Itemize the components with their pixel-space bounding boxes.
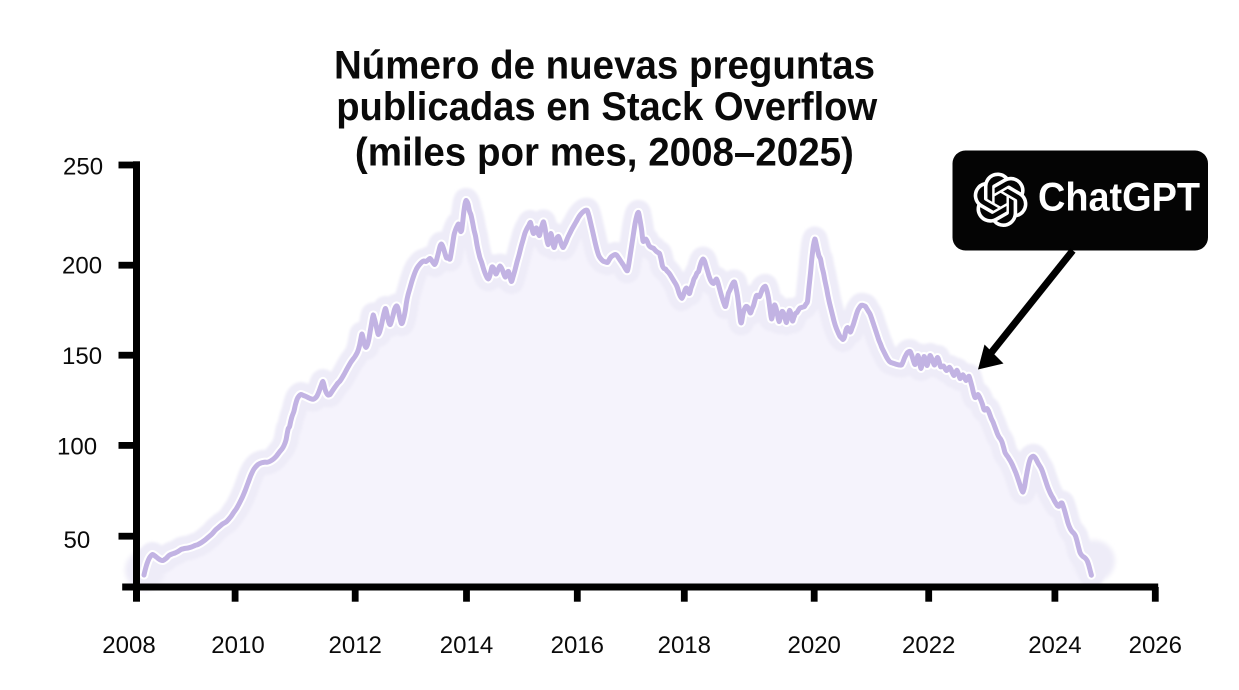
svg-text:2022: 2022: [902, 632, 955, 659]
svg-text:2020: 2020: [788, 632, 841, 659]
svg-text:2024: 2024: [1028, 632, 1081, 659]
svg-text:200: 200: [62, 253, 102, 280]
svg-text:Número de nuevas preguntas: Número de nuevas preguntas: [334, 43, 875, 87]
svg-text:250: 250: [63, 153, 103, 180]
svg-text:2008: 2008: [102, 632, 155, 659]
svg-text:2016: 2016: [551, 632, 604, 659]
svg-text:100: 100: [57, 434, 97, 461]
svg-text:2010: 2010: [211, 632, 264, 659]
svg-text:ChatGPT: ChatGPT: [1038, 176, 1200, 220]
svg-text:2014: 2014: [440, 632, 493, 659]
svg-text:150: 150: [62, 343, 102, 370]
svg-text:publicadas en Stack Overflow: publicadas en Stack Overflow: [336, 85, 878, 129]
svg-text:50: 50: [64, 527, 91, 554]
svg-text:2018: 2018: [658, 632, 711, 659]
svg-text:2026: 2026: [1129, 632, 1182, 659]
svg-text:2012: 2012: [329, 632, 382, 659]
svg-text:(miles por mes, 2008–2025): (miles por mes, 2008–2025): [355, 131, 854, 175]
